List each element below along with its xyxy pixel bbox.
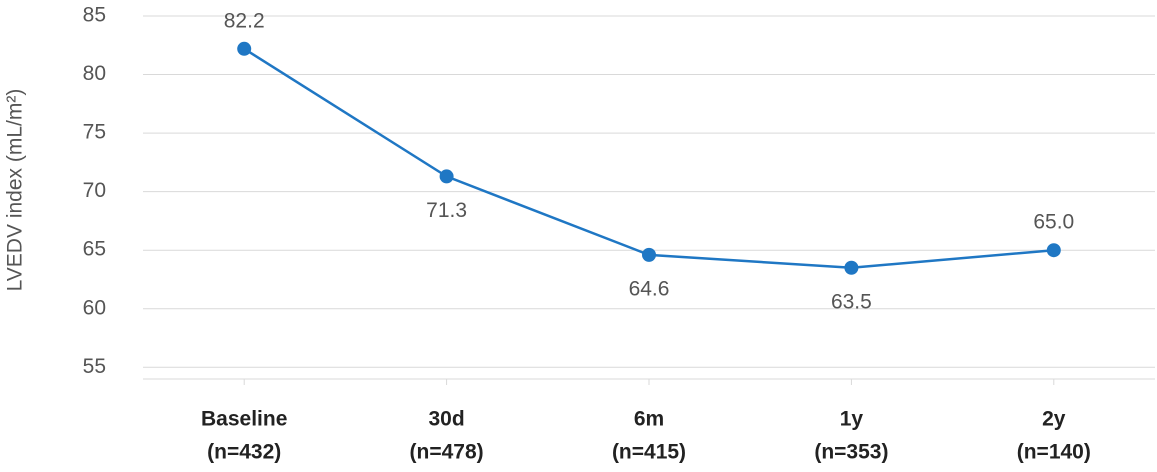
- y-tick-label: 65: [83, 238, 106, 261]
- x-tick-label: (n=432): [207, 441, 281, 464]
- y-tick-label: 60: [83, 296, 106, 319]
- y-axis-title: LVEDV index (mL/m²): [4, 89, 27, 292]
- data-label: 71.3: [426, 199, 467, 222]
- x-tick-label: (n=415): [612, 441, 686, 464]
- x-tick-label: (n=353): [814, 441, 888, 464]
- x-tick-label: 2y: [1042, 408, 1066, 431]
- x-tick-label: 30d: [429, 408, 465, 431]
- x-tick-label: 1y: [840, 408, 864, 431]
- point: [237, 41, 252, 56]
- point: [844, 260, 859, 275]
- point: [642, 247, 656, 262]
- line: [243, 47, 1054, 270]
- y-tick-label: 75: [83, 121, 106, 144]
- x-tick-label: Baseline: [201, 408, 287, 431]
- x-tick-label: 6m: [634, 408, 664, 431]
- y-tick-label: 80: [83, 62, 106, 85]
- data-label: 63.5: [831, 290, 872, 313]
- y-tick-label: 55: [83, 355, 106, 378]
- y-tick-label: 85: [83, 4, 106, 27]
- data-label: 64.6: [629, 277, 670, 300]
- x-tick-label: (n=478): [410, 441, 484, 464]
- point: [1046, 243, 1061, 258]
- y-tick-label: 70: [83, 179, 106, 202]
- data-label: 82.2: [224, 9, 265, 32]
- point: [439, 169, 454, 184]
- x-tick-label: (n=140): [1017, 441, 1091, 464]
- data-label: 65.0: [1033, 211, 1074, 234]
